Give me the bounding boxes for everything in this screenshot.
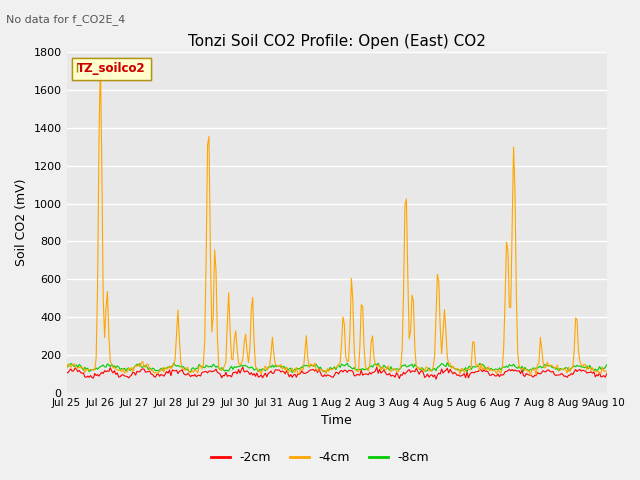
X-axis label: Time: Time [321, 414, 352, 427]
Text: No data for f_CO2E_4: No data for f_CO2E_4 [6, 14, 125, 25]
Legend: -2cm, -4cm, -8cm: -2cm, -4cm, -8cm [206, 446, 434, 469]
Legend: TZ_soilco2: TZ_soilco2 [72, 58, 150, 80]
Y-axis label: Soil CO2 (mV): Soil CO2 (mV) [15, 179, 28, 266]
Title: Tonzi Soil CO2 Profile: Open (East) CO2: Tonzi Soil CO2 Profile: Open (East) CO2 [188, 34, 486, 49]
